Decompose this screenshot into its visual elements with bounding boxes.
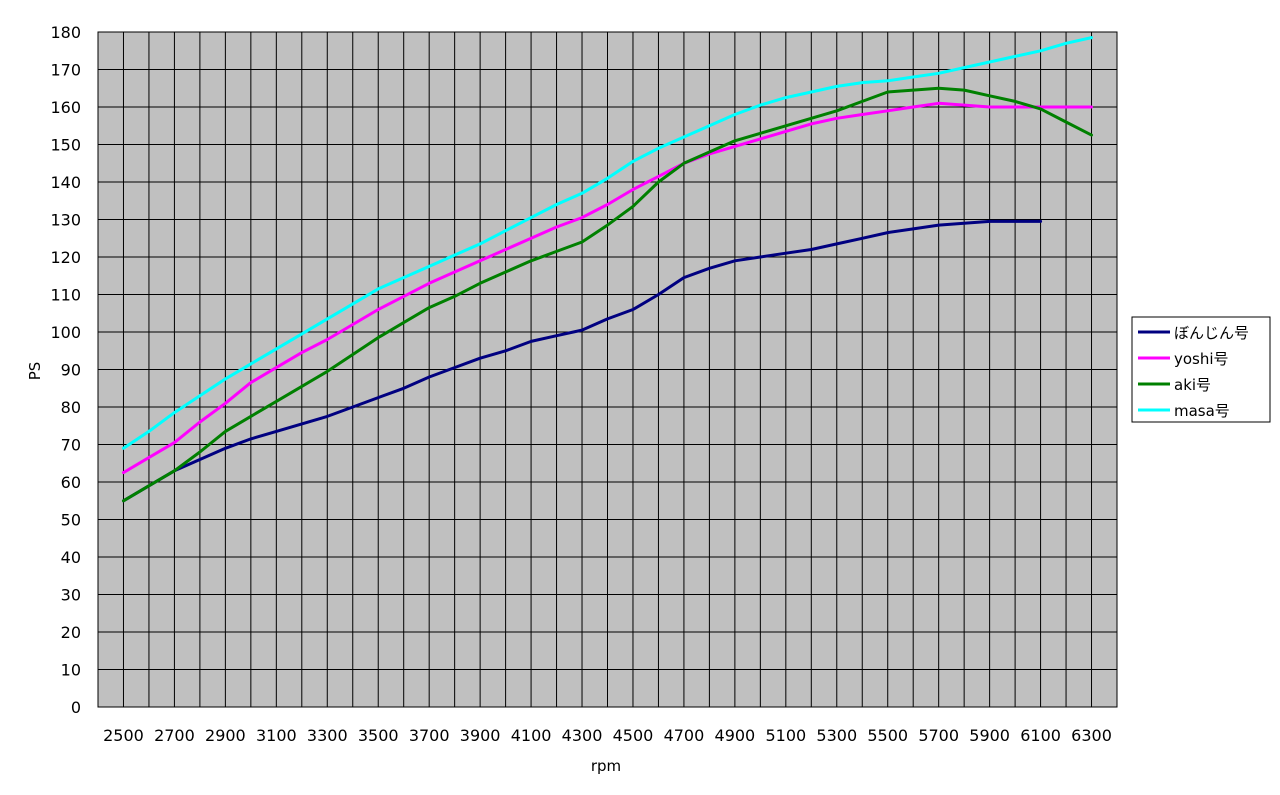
y-tick-label: 70 bbox=[61, 436, 81, 455]
y-tick-label: 80 bbox=[61, 398, 81, 417]
legend-label: aki号 bbox=[1174, 376, 1211, 394]
x-tick-label: 2700 bbox=[154, 726, 195, 745]
x-axis-ticks: 2500 2700 2900 3100 3300 3500 3700 3900 4100 4300… bbox=[103, 726, 1112, 745]
y-tick-label: 90 bbox=[61, 361, 81, 380]
x-tick-label: 3500 bbox=[358, 726, 399, 745]
x-tick-label: 6300 bbox=[1071, 726, 1112, 745]
y-tick-label: 20 bbox=[61, 623, 81, 642]
x-tick-label: 5700 bbox=[918, 726, 959, 745]
legend-label: yoshi号 bbox=[1174, 350, 1229, 368]
y-tick-label: 110 bbox=[50, 286, 81, 305]
y-tick-label: 10 bbox=[61, 661, 81, 680]
legend-label: masa号 bbox=[1174, 402, 1230, 420]
x-tick-label: 2900 bbox=[205, 726, 246, 745]
legend-label: ぼんじん号 bbox=[1174, 324, 1249, 342]
x-tick-label: 2500 bbox=[103, 726, 144, 745]
y-tick-label: 100 bbox=[50, 323, 81, 342]
y-tick-label: 180 bbox=[50, 23, 81, 42]
x-tick-label: 3100 bbox=[256, 726, 297, 745]
plot-border bbox=[97, 31, 1118, 708]
x-tick-label: 3700 bbox=[409, 726, 450, 745]
x-tick-label: 4100 bbox=[511, 726, 552, 745]
x-tick-label: 5100 bbox=[765, 726, 806, 745]
x-tick-label: 4500 bbox=[613, 726, 654, 745]
series-line-series bbox=[122, 219, 1043, 503]
grid-lines bbox=[97, 31, 1118, 708]
x-tick-label: 4900 bbox=[715, 726, 756, 745]
series-line-masa bbox=[122, 36, 1093, 450]
y-tick-label: 120 bbox=[50, 248, 81, 267]
legend: ぼんじん号 yoshi号 aki号 masa号 bbox=[1131, 316, 1271, 423]
y-axis-ticks: 0 10 20 30 40 50 60 70 80 90 100 110 120 130 140 150 160… bbox=[50, 23, 81, 717]
legend-box bbox=[1131, 316, 1271, 423]
x-tick-label: 3900 bbox=[460, 726, 501, 745]
y-tick-label: 150 bbox=[50, 136, 81, 155]
x-tick-label: 4300 bbox=[562, 726, 603, 745]
y-tick-label: 60 bbox=[61, 473, 81, 492]
x-tick-label: 5900 bbox=[969, 726, 1010, 745]
x-tick-label: 5300 bbox=[816, 726, 857, 745]
x-tick-label: 6100 bbox=[1020, 726, 1061, 745]
y-tick-label: 170 bbox=[50, 61, 81, 80]
y-tick-label: 40 bbox=[61, 548, 81, 567]
x-tick-label: 5500 bbox=[867, 726, 908, 745]
y-tick-label: 50 bbox=[61, 511, 81, 530]
x-tick-label: 4700 bbox=[664, 726, 705, 745]
y-tick-label: 130 bbox=[50, 211, 81, 230]
series-lines bbox=[122, 36, 1093, 503]
y-axis-title: PS bbox=[26, 362, 44, 381]
y-tick-label: 0 bbox=[71, 698, 81, 717]
y-tick-label: 160 bbox=[50, 98, 81, 117]
x-tick-label: 3300 bbox=[307, 726, 348, 745]
y-tick-label: 140 bbox=[50, 173, 81, 192]
y-tick-label: 30 bbox=[61, 586, 81, 605]
x-axis-title: rpm bbox=[591, 757, 621, 775]
series-line-yoshi bbox=[122, 101, 1093, 475]
series-line-aki bbox=[122, 86, 1093, 503]
